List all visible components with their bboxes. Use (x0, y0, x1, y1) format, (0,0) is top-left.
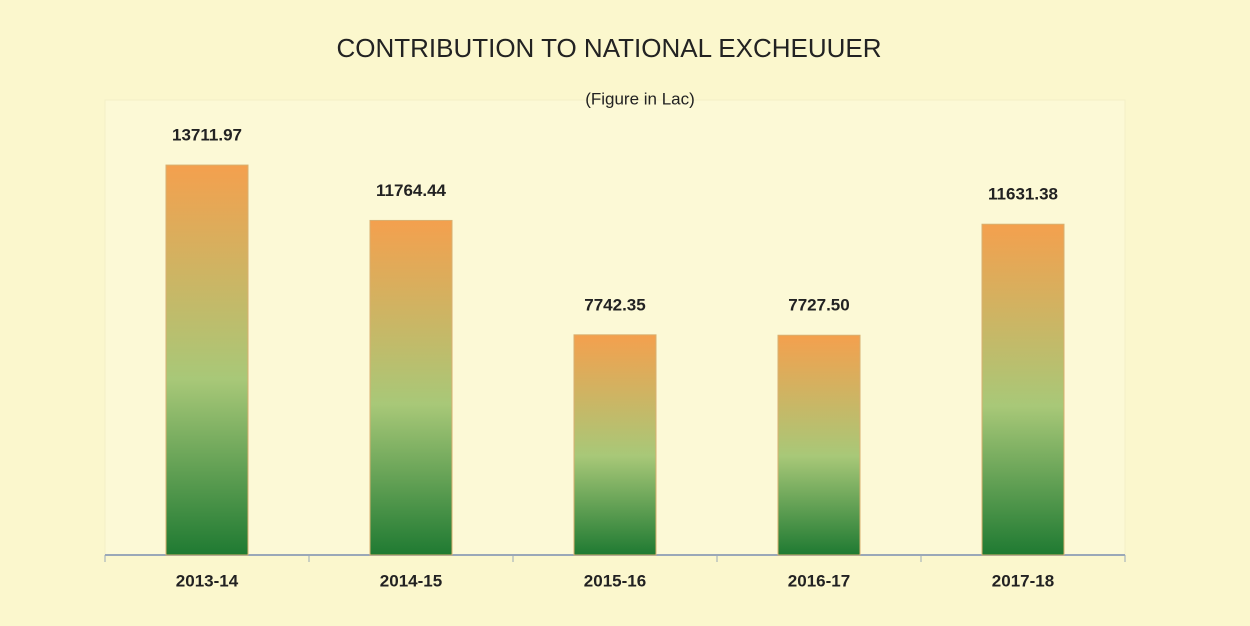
value-label: 11631.38 (988, 185, 1058, 204)
x-tick-label: 2013-14 (176, 571, 239, 590)
chart-title: CONTRIBUTION TO NATIONAL EXCHEUUER (336, 33, 881, 63)
chart-subtitle: (Figure in Lac) (585, 89, 695, 108)
x-tick-label: 2016-17 (788, 571, 850, 590)
bar (369, 219, 453, 556)
value-label: 13711.97 (172, 126, 242, 145)
bar (573, 334, 657, 556)
bar (165, 164, 249, 556)
bar (981, 223, 1065, 556)
value-label: 7742.35 (584, 295, 645, 314)
x-tick-label: 2015-16 (584, 571, 646, 590)
value-label: 7727.50 (788, 296, 849, 315)
x-tick-label: 2017-18 (992, 571, 1054, 590)
x-tick-label: 2014-15 (380, 571, 442, 590)
value-label: 11764.44 (376, 181, 447, 200)
bar (777, 334, 861, 556)
